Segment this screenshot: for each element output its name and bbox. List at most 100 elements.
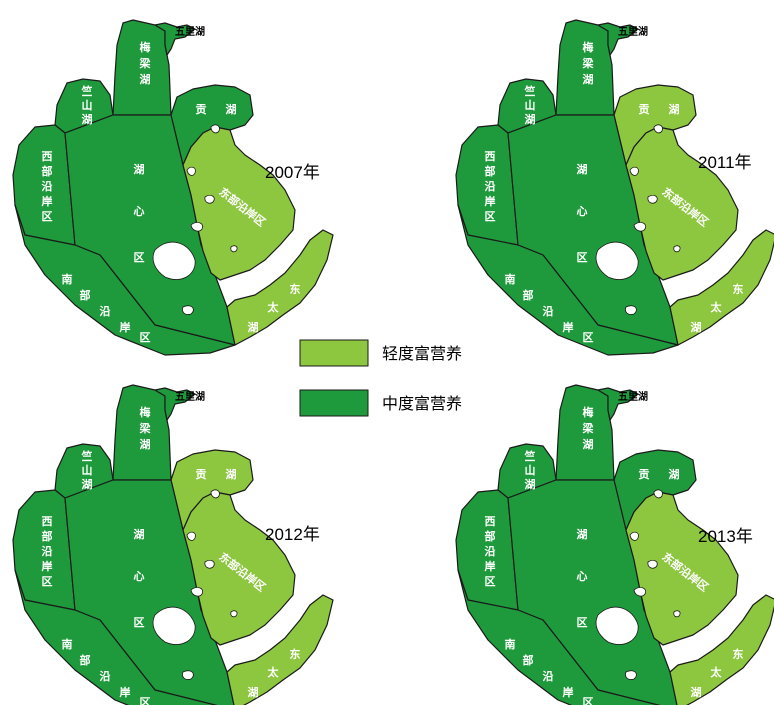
label-dongtaihu-2: 湖 xyxy=(248,685,259,699)
label-meilianghu-2: 湖 xyxy=(583,72,594,86)
zone-nanbu xyxy=(457,204,679,356)
label-dongtaihu-0: 东 xyxy=(733,647,744,661)
label-xibu-3: 岸 xyxy=(485,194,496,208)
label-nanbu-0: 南 xyxy=(505,637,516,651)
label-nanbu-0: 南 xyxy=(62,637,73,651)
label-nanbu-1: 部 xyxy=(523,288,534,302)
label-huxin-2: 区 xyxy=(134,251,145,264)
label-dongtaihu-1: 太 xyxy=(710,300,723,314)
label-zhushanhu-1: 山 xyxy=(525,463,536,477)
label-xibu-0: 西 xyxy=(485,515,496,528)
island-2 xyxy=(633,587,647,597)
label-zhushanhu-2: 湖 xyxy=(82,112,93,126)
label-huxin-0: 湖 xyxy=(577,527,588,541)
island-6 xyxy=(210,489,220,499)
zone-meilianghu xyxy=(555,19,615,116)
label-meilianghu-0: 梅 xyxy=(140,405,151,419)
legend-label-light: 轻度富营养 xyxy=(382,344,462,363)
label-huxin-0: 湖 xyxy=(134,162,145,176)
zone-dongtaihu xyxy=(669,594,774,705)
label-huxin-2: 区 xyxy=(134,616,145,629)
label-dongtaihu-0: 东 xyxy=(733,282,744,296)
label-zhushanhu-1: 山 xyxy=(82,98,93,112)
island-6 xyxy=(653,489,663,499)
island-6 xyxy=(210,124,220,134)
label-meilianghu-2: 湖 xyxy=(583,437,594,451)
label-nanbu-3: 岸 xyxy=(563,320,574,334)
legend-label-moderate: 中度富营养 xyxy=(382,394,462,413)
label-dongtaihu-1: 太 xyxy=(267,300,280,314)
zone-nanbu xyxy=(457,569,661,705)
zone-dongbu xyxy=(625,126,739,281)
zone-meilianghu xyxy=(112,384,172,481)
zone-dongbu xyxy=(182,491,296,646)
zone-dongtaihu xyxy=(226,229,334,346)
label-nanbu-2: 沿 xyxy=(100,304,111,318)
label-dongtaihu-1: 太 xyxy=(267,665,280,679)
label-wulihu: 五里湖 xyxy=(175,25,205,38)
island-2 xyxy=(190,587,204,597)
legend-swatch-moderate xyxy=(299,389,369,417)
zone-dongbu xyxy=(625,491,739,646)
label-xibu-2: 沿 xyxy=(485,544,496,558)
label-nanbu-2: 沿 xyxy=(543,304,554,318)
label-dongtaihu-2: 湖 xyxy=(691,320,702,334)
zone-dongtaihu xyxy=(226,594,334,705)
label-xibu-0: 西 xyxy=(42,515,53,528)
label-xibu-1: 部 xyxy=(42,164,53,178)
label-nanbu-0: 南 xyxy=(505,272,516,286)
label-meilianghu-1: 梁 xyxy=(582,421,595,435)
label-gonghu-1: 湖 xyxy=(226,467,237,481)
island-3 xyxy=(204,194,215,204)
label-xibu-2: 沿 xyxy=(42,179,53,193)
label-nanbu-4: 区 xyxy=(583,331,594,344)
label-dongtaihu-2: 湖 xyxy=(691,685,702,699)
label-wulihu: 五里湖 xyxy=(618,390,648,403)
label-gonghu-1: 湖 xyxy=(669,102,680,116)
label-nanbu-3: 岸 xyxy=(120,685,131,699)
label-zhushanhu-2: 湖 xyxy=(525,112,536,126)
island-4 xyxy=(230,610,238,618)
label-xibu-4: 区 xyxy=(485,210,496,223)
label-xibu-0: 西 xyxy=(42,150,53,163)
label-meilianghu-2: 湖 xyxy=(140,437,151,451)
label-huxin-1: 心 xyxy=(577,205,588,218)
zone-wulihu xyxy=(597,387,639,421)
label-xibu-4: 区 xyxy=(42,210,53,223)
label-meilianghu-1: 梁 xyxy=(139,421,152,435)
label-zhushanhu-0: 竺 xyxy=(82,449,93,463)
label-gonghu-0: 贡 xyxy=(196,468,207,481)
label-wulihu: 五里湖 xyxy=(618,25,648,38)
label-meilianghu-0: 梅 xyxy=(583,405,594,419)
label-xibu-0: 西 xyxy=(485,150,496,163)
label-nanbu-2: 沿 xyxy=(100,669,111,683)
label-dongtaihu-1: 太 xyxy=(710,665,723,679)
label-nanbu-1: 部 xyxy=(523,653,534,667)
island-2 xyxy=(633,222,647,232)
zone-wulihu xyxy=(154,22,196,56)
zone-meilianghu xyxy=(555,384,615,481)
island-5 xyxy=(182,305,194,315)
label-zhushanhu-0: 竺 xyxy=(525,449,536,463)
year-label-2: 2012年 xyxy=(265,525,320,544)
label-nanbu-4: 区 xyxy=(140,696,151,705)
label-gonghu-1: 湖 xyxy=(226,102,237,116)
label-huxin-0: 湖 xyxy=(134,527,145,541)
label-dongtaihu-0: 东 xyxy=(290,647,301,661)
label-wulihu: 五里湖 xyxy=(175,390,205,403)
island-6 xyxy=(653,124,663,134)
island-0 xyxy=(152,241,196,280)
island-1 xyxy=(186,166,196,176)
label-xibu-2: 沿 xyxy=(42,544,53,558)
label-dongtaihu-2: 湖 xyxy=(248,320,259,334)
island-1 xyxy=(629,531,639,541)
label-zhushanhu-1: 山 xyxy=(82,463,93,477)
label-dongtaihu-0: 东 xyxy=(290,282,301,296)
zone-nanbu xyxy=(14,569,218,705)
